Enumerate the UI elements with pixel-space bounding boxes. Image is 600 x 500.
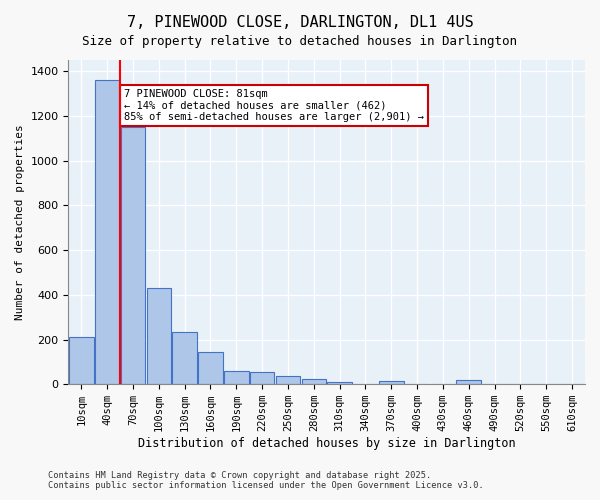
Bar: [275, 376, 300, 384]
Text: 7, PINEWOOD CLOSE, DARLINGTON, DL1 4US: 7, PINEWOOD CLOSE, DARLINGTON, DL1 4US: [127, 15, 473, 30]
Y-axis label: Number of detached properties: Number of detached properties: [15, 124, 25, 320]
Bar: [457, 380, 481, 384]
Text: 7 PINEWOOD CLOSE: 81sqm
← 14% of detached houses are smaller (462)
85% of semi-d: 7 PINEWOOD CLOSE: 81sqm ← 14% of detache…: [124, 89, 424, 122]
Bar: [379, 381, 404, 384]
Text: Contains HM Land Registry data © Crown copyright and database right 2025.
Contai: Contains HM Land Registry data © Crown c…: [48, 470, 484, 490]
Bar: [328, 382, 352, 384]
Bar: [302, 380, 326, 384]
Text: Size of property relative to detached houses in Darlington: Size of property relative to detached ho…: [83, 35, 517, 48]
Bar: [224, 371, 248, 384]
Bar: [172, 332, 197, 384]
Bar: [198, 352, 223, 384]
Bar: [250, 372, 274, 384]
Bar: [69, 338, 94, 384]
X-axis label: Distribution of detached houses by size in Darlington: Distribution of detached houses by size …: [138, 437, 515, 450]
Bar: [95, 80, 119, 384]
Bar: [146, 288, 171, 384]
Bar: [121, 127, 145, 384]
